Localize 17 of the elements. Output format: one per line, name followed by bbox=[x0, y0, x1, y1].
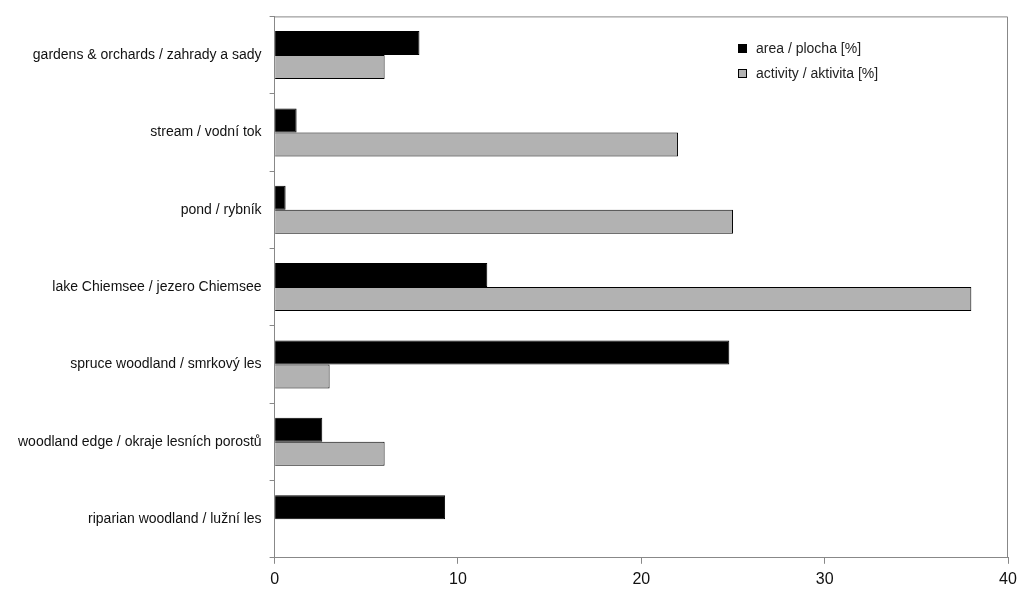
x-tick-label: 20 bbox=[632, 569, 651, 587]
x-tick-label: 40 bbox=[999, 569, 1017, 587]
bar bbox=[275, 495, 446, 520]
legend-label: activity / aktivita [%] bbox=[756, 65, 879, 81]
x-tick-label: 10 bbox=[449, 569, 467, 587]
y-tick-label: stream / vodní tok bbox=[150, 123, 263, 140]
y-tick-label: spruce woodland / smrkový les bbox=[70, 355, 262, 372]
legend-label: area / plocha [%] bbox=[756, 40, 862, 56]
bar bbox=[275, 340, 730, 365]
bar bbox=[275, 108, 297, 133]
y-tick-label: lake Chiemsee / jezero Chiemsee bbox=[52, 277, 262, 294]
y-tick-label: pond / rybník bbox=[180, 200, 263, 217]
y-tick-label: gardens & orchards / zahrady a sady bbox=[32, 45, 262, 62]
y-tick-label: riparian woodland / lužní les bbox=[88, 509, 262, 526]
x-tick-label: 30 bbox=[815, 569, 834, 587]
x-tick-label: 0 bbox=[270, 569, 280, 587]
y-tick-label: woodland edge / okraje lesních porostů bbox=[17, 432, 262, 449]
